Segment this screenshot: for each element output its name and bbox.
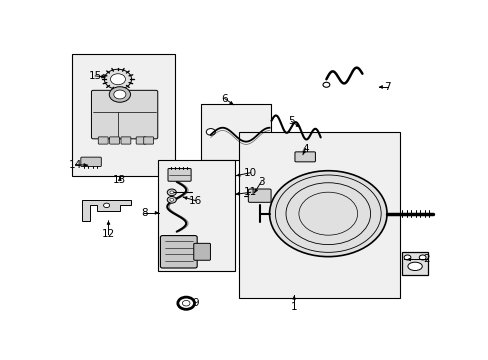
Text: 2: 2: [423, 255, 429, 264]
Circle shape: [167, 189, 176, 196]
Text: 14: 14: [69, 159, 82, 170]
Circle shape: [110, 74, 125, 85]
FancyBboxPatch shape: [168, 168, 191, 181]
Text: 11: 11: [244, 187, 257, 197]
Text: 4: 4: [302, 144, 308, 153]
Bar: [201, 104, 271, 159]
FancyBboxPatch shape: [81, 157, 101, 167]
Text: 10: 10: [244, 168, 257, 177]
FancyBboxPatch shape: [143, 137, 153, 144]
Circle shape: [167, 197, 176, 203]
Circle shape: [182, 301, 189, 306]
Circle shape: [103, 203, 109, 208]
FancyBboxPatch shape: [193, 243, 210, 260]
Bar: [158, 159, 235, 270]
FancyBboxPatch shape: [109, 137, 119, 144]
Text: 12: 12: [102, 229, 115, 239]
FancyBboxPatch shape: [136, 137, 146, 144]
Text: 9: 9: [192, 298, 199, 308]
Text: 13: 13: [113, 175, 126, 185]
Text: 5: 5: [287, 116, 294, 126]
Text: 7: 7: [384, 82, 390, 92]
FancyBboxPatch shape: [121, 137, 131, 144]
Text: 6: 6: [221, 94, 228, 104]
FancyBboxPatch shape: [98, 137, 108, 144]
Circle shape: [206, 129, 215, 135]
Bar: [401, 252, 427, 275]
Bar: [239, 132, 400, 298]
Circle shape: [104, 69, 131, 89]
FancyBboxPatch shape: [160, 235, 197, 268]
FancyBboxPatch shape: [294, 152, 315, 162]
Circle shape: [169, 191, 173, 194]
Circle shape: [109, 87, 130, 102]
FancyBboxPatch shape: [248, 189, 270, 202]
Text: 16: 16: [189, 195, 202, 206]
Text: 15: 15: [88, 71, 102, 81]
Text: 8: 8: [141, 208, 147, 218]
Text: 3: 3: [257, 177, 264, 187]
Circle shape: [114, 90, 126, 99]
Polygon shape: [82, 200, 131, 221]
Ellipse shape: [407, 262, 422, 270]
Circle shape: [323, 82, 329, 87]
Text: 1: 1: [290, 302, 297, 311]
Circle shape: [403, 255, 410, 260]
Bar: [72, 54, 175, 176]
Circle shape: [269, 171, 386, 257]
FancyBboxPatch shape: [91, 90, 158, 139]
Circle shape: [169, 198, 173, 201]
Circle shape: [418, 255, 425, 260]
